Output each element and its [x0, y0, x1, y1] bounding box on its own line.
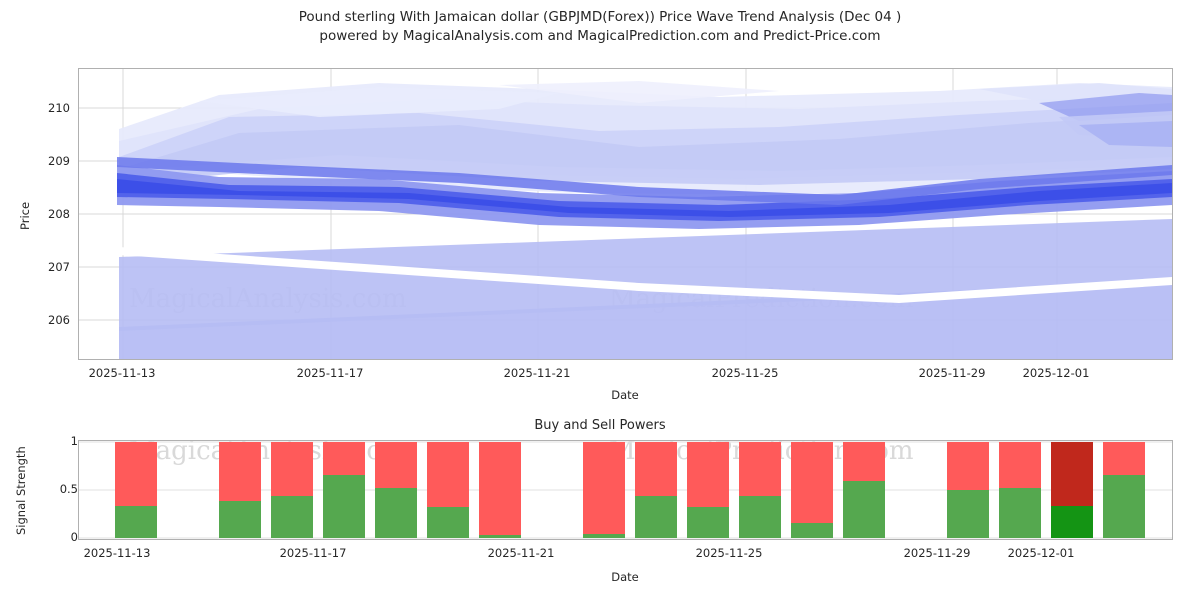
chart-title-line2: powered by MagicalAnalysis.com and Magic… [319, 28, 881, 44]
buy-sell-powers-chart: MagicalAnalysis.com MagicalPrediction.co… [78, 440, 1173, 540]
lower-y-tick-1: 1 [70, 434, 78, 448]
upper-y-tick-210: 210 [48, 101, 70, 115]
upper-y-tick-207: 207 [48, 260, 70, 274]
upper-y-tick-208: 208 [48, 207, 70, 221]
lower-y-tick-0: 0 [70, 530, 78, 544]
upper-y-tick-206: 206 [48, 313, 70, 327]
bars-svg [79, 441, 1172, 539]
lower-chart-title: Buy and Sell Powers [534, 418, 666, 433]
upper-x-tick-4: 2025-11-25 [711, 366, 779, 380]
lower-x-axis-title: Date [611, 570, 639, 584]
lower-x-tick-1: 2025-11-13 [83, 546, 151, 560]
upper-y-tick-209: 209 [48, 154, 70, 168]
wave-bands-svg [79, 69, 1172, 359]
upper-y-axis-title: Price [18, 201, 32, 230]
lower-x-tick-5: 2025-11-29 [903, 546, 971, 560]
upper-x-tick-1: 2025-11-13 [88, 366, 156, 380]
lower-x-tick-4: 2025-11-25 [695, 546, 763, 560]
upper-x-tick-6: 2025-12-01 [1022, 366, 1090, 380]
upper-x-tick-3: 2025-11-21 [503, 366, 571, 380]
lower-x-tick-6: 2025-12-01 [1007, 546, 1075, 560]
lower-y-tick-05: 0.5 [59, 482, 78, 496]
upper-x-tick-5: 2025-11-29 [918, 366, 986, 380]
upper-x-axis-title: Date [611, 388, 639, 402]
lower-x-tick-2: 2025-11-17 [279, 546, 347, 560]
upper-x-tick-2: 2025-11-17 [296, 366, 364, 380]
lower-x-tick-3: 2025-11-21 [487, 546, 555, 560]
chart-title-line1: Pound sterling With Jamaican dollar (GBP… [298, 9, 902, 25]
lower-y-axis-title: Signal Strength [14, 446, 28, 535]
price-wave-chart: MagicalAnalysis.com MagicalPrediction.co… [78, 68, 1173, 360]
chart-title-block: Pound sterling With Jamaican dollar (GBP… [0, 8, 1200, 46]
